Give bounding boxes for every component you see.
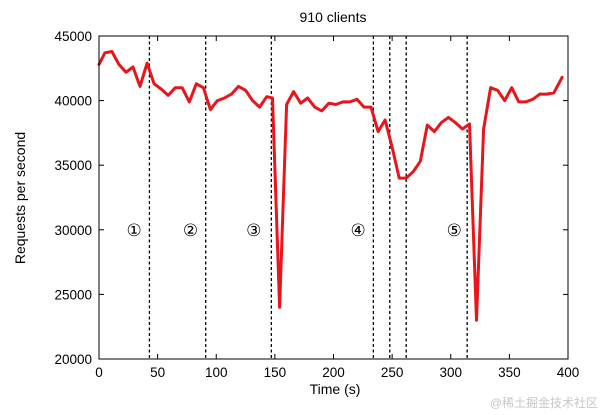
x-tick-label: 200 bbox=[322, 365, 345, 380]
phase-label-1: ① bbox=[127, 221, 142, 240]
phase-label-4: ④ bbox=[350, 221, 365, 240]
plot-frame bbox=[98, 35, 569, 360]
y-tick-label: 45000 bbox=[54, 29, 92, 44]
y-axis: 20000 25000 30000 35000 40000 45000 bbox=[54, 29, 568, 367]
y-tick-label: 40000 bbox=[54, 94, 92, 109]
vertical-markers bbox=[148, 36, 468, 359]
x-tick-label: 350 bbox=[498, 365, 521, 380]
y-tick-label: 30000 bbox=[54, 223, 92, 238]
series-line-1 bbox=[97, 50, 564, 322]
y-tick-label: 25000 bbox=[54, 287, 92, 302]
x-tick-label: 100 bbox=[205, 365, 228, 380]
series-line-layer bbox=[97, 50, 564, 322]
x-tick-label: 400 bbox=[557, 365, 580, 380]
x-tick-label: 300 bbox=[439, 365, 462, 380]
watermark: @稀土掘金技术社区 bbox=[490, 395, 598, 410]
phase-labels: ① ② ③ ④ ⑤ bbox=[127, 221, 462, 240]
y-axis-label: Requests per second bbox=[12, 132, 28, 264]
phase-label-2: ② bbox=[183, 221, 198, 240]
y-tick-label: 20000 bbox=[54, 352, 92, 367]
y-tick-label: 35000 bbox=[54, 158, 92, 173]
x-tick-label: 50 bbox=[150, 365, 165, 380]
x-axis: 0 50 100 150 200 250 300 350 400 bbox=[95, 36, 579, 380]
x-tick-label: 0 bbox=[95, 365, 103, 380]
chart-title: 910 clients bbox=[300, 9, 367, 25]
phase-label-3: ③ bbox=[246, 221, 261, 240]
x-axis-label: Time (s) bbox=[310, 381, 361, 397]
phase-label-5: ⑤ bbox=[447, 221, 462, 240]
x-tick-label: 250 bbox=[381, 365, 404, 380]
x-tick-label: 150 bbox=[264, 365, 287, 380]
